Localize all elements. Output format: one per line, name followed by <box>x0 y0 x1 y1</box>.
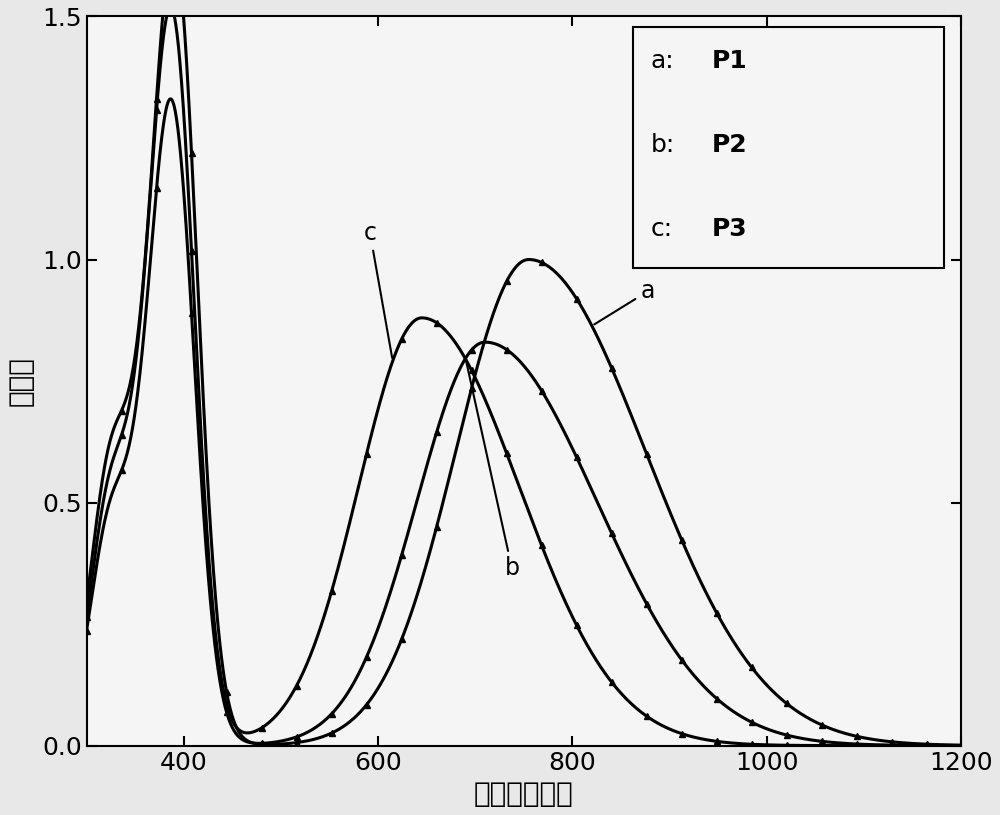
Bar <box>633 28 944 268</box>
Text: c: c <box>364 221 392 358</box>
Text: c:: c: <box>651 217 673 241</box>
Text: P1: P1 <box>712 49 748 73</box>
Text: a:: a: <box>651 49 674 73</box>
Text: a: a <box>594 280 655 324</box>
Text: P2: P2 <box>712 133 748 157</box>
Y-axis label: 吸收値: 吸收値 <box>7 356 35 406</box>
X-axis label: 波长（纳米）: 波长（纳米） <box>474 780 574 808</box>
Text: b: b <box>466 361 519 580</box>
Text: b:: b: <box>651 133 675 157</box>
Text: P3: P3 <box>712 217 748 241</box>
